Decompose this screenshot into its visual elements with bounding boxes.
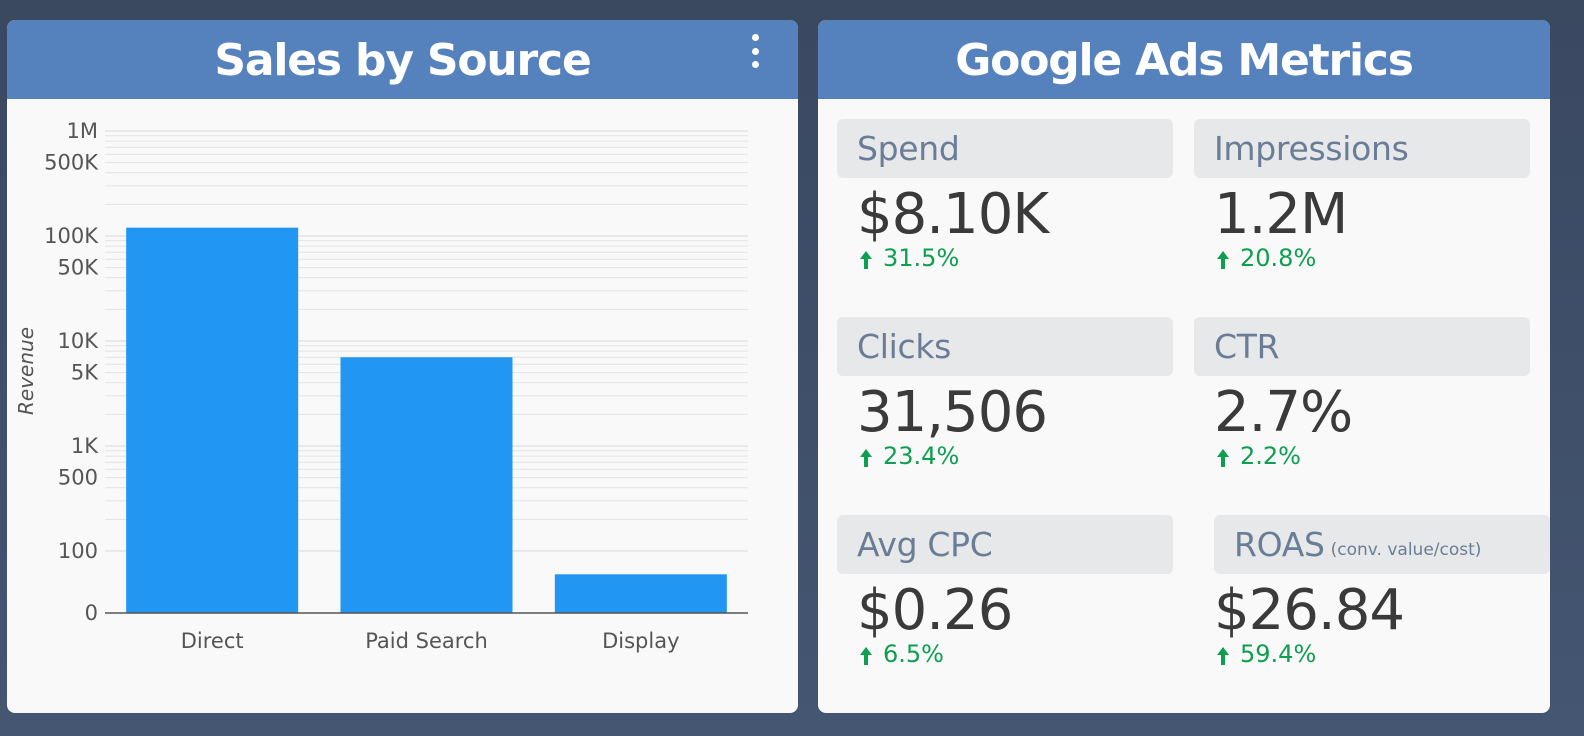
y-tick-label: 100 <box>58 539 98 563</box>
metric-value: 1.2M <box>1214 182 1348 247</box>
y-tick-label: 5K <box>71 361 99 385</box>
trend-up-arrow-icon <box>860 647 872 665</box>
metric-change: 20.8% <box>1216 244 1530 272</box>
ads-panel-header: Google Ads Metrics <box>818 20 1550 99</box>
metric-value: 2.7% <box>1214 380 1353 445</box>
metric-value: 31,506 <box>857 380 1048 445</box>
metric-card-avg-cpc[interactable]: Avg CPC $0.26 6.5% <box>837 515 1173 668</box>
metric-change-value: 2.2% <box>1240 442 1301 470</box>
metric-card-clicks[interactable]: Clicks 31,506 23.4% <box>837 317 1173 470</box>
metric-change: 6.5% <box>859 640 1173 668</box>
bar-display[interactable] <box>554 574 727 613</box>
metric-change: 23.4% <box>859 442 1173 470</box>
y-tick-label: 1M <box>67 119 98 143</box>
metric-header: CTR <box>1194 317 1530 376</box>
trend-up-arrow-icon <box>860 251 872 269</box>
metric-header: Clicks <box>837 317 1173 376</box>
metric-label: Clicks <box>857 327 952 366</box>
metric-change: 2.2% <box>1216 442 1530 470</box>
metric-change-value: 6.5% <box>883 640 944 668</box>
y-tick-label: 50K <box>58 256 100 280</box>
ads-panel-title: Google Ads Metrics <box>955 35 1414 86</box>
y-tick-label: 1K <box>71 434 99 458</box>
y-tick-label: 10K <box>58 329 100 353</box>
metric-card-roas[interactable]: ROAS (conv. value/cost) $26.84 59.4% <box>1194 515 1550 668</box>
metric-label: ROAS <box>1234 525 1325 564</box>
x-category-label: Direct <box>181 629 244 653</box>
sales-by-source-panel: Sales by Source 1M 500K 100K 50K 10K 5K 1K 500 1… <box>7 20 798 713</box>
metric-sublabel: (conv. value/cost) <box>1330 539 1482 560</box>
x-category-label: Display <box>602 629 679 653</box>
bar-direct[interactable] <box>126 227 299 613</box>
metric-header: ROAS (conv. value/cost) <box>1214 515 1550 574</box>
metric-label: Spend <box>857 129 960 168</box>
metric-value: $0.26 <box>857 578 1013 643</box>
metric-value: $8.10K <box>857 182 1049 247</box>
metric-header: Avg CPC <box>837 515 1173 574</box>
trend-up-arrow-icon <box>1217 647 1229 665</box>
metric-change: 31.5% <box>859 244 1173 272</box>
trend-up-arrow-icon <box>1217 251 1229 269</box>
metric-change-value: 20.8% <box>1240 244 1317 272</box>
metric-change-value: 59.4% <box>1240 640 1317 668</box>
y-tick-label: 0 <box>85 601 98 625</box>
trend-up-arrow-icon <box>860 449 872 467</box>
metric-card-spend[interactable]: Spend $8.10K 31.5% <box>837 119 1173 272</box>
y-tick-label: 500K <box>44 151 99 175</box>
y-tick-label: 100K <box>44 224 99 248</box>
sales-panel-header: Sales by Source <box>7 20 798 99</box>
google-ads-metrics-panel: Google Ads Metrics Spend $8.10K 31.5% Im… <box>818 20 1550 713</box>
trend-up-arrow-icon <box>1217 449 1229 467</box>
metric-change: 59.4% <box>1216 640 1550 668</box>
metric-header: Spend <box>837 119 1173 178</box>
metric-card-impressions[interactable]: Impressions 1.2M 20.8% <box>1194 119 1530 272</box>
metric-change-value: 23.4% <box>883 442 960 470</box>
metric-change-value: 31.5% <box>883 244 960 272</box>
sales-bar-chart: 1M 500K 100K 50K 10K 5K 1K 500 100 0 Revenue Direct… <box>14 119 748 653</box>
metric-label: Impressions <box>1214 129 1409 168</box>
metric-card-ctr[interactable]: CTR 2.7% 2.2% <box>1194 317 1530 470</box>
bar-paid-search[interactable] <box>340 357 513 613</box>
metric-label: CTR <box>1214 327 1280 366</box>
x-category-label: Paid Search <box>365 629 488 653</box>
more-vert-icon[interactable] <box>746 34 764 68</box>
metric-header: Impressions <box>1194 119 1530 178</box>
metric-label: Avg CPC <box>857 525 993 564</box>
sales-panel-title: Sales by Source <box>214 35 591 86</box>
y-axis-title: Revenue <box>14 327 38 415</box>
metric-value: $26.84 <box>1214 578 1405 643</box>
y-tick-label: 500 <box>58 466 98 490</box>
